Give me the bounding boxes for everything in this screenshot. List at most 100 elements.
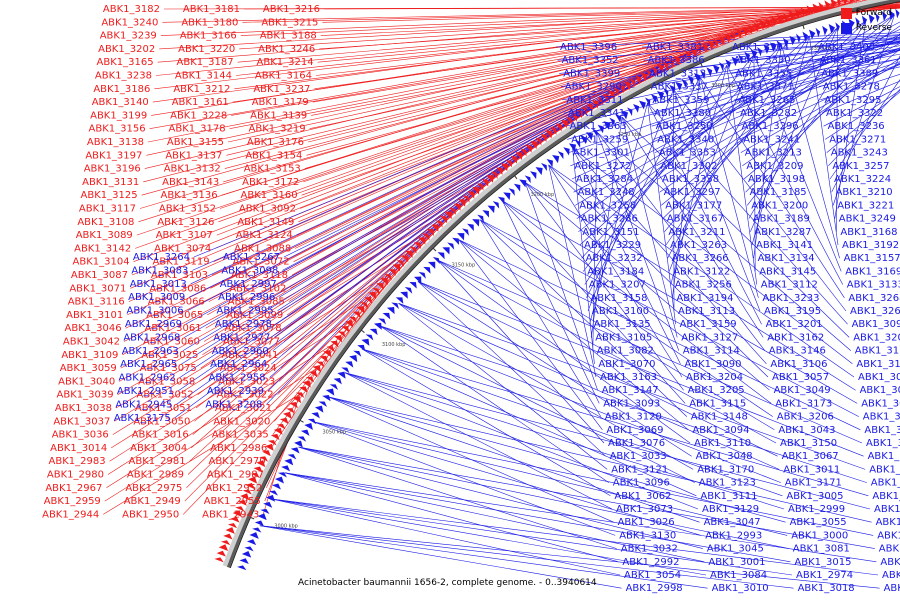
reverse-gene-arrow xyxy=(693,73,701,83)
reverse-gene-arrow xyxy=(447,242,455,250)
reverse-gene-arrow xyxy=(386,307,395,315)
gene-connector xyxy=(818,66,900,87)
gene-label: ABK1_3083 xyxy=(131,265,188,276)
axis-tick-label: 3300 kbp xyxy=(711,83,735,89)
gene-label: ABK1_2975 xyxy=(125,483,182,494)
gene-connector xyxy=(732,53,900,87)
forward-gene-arrow xyxy=(673,55,681,65)
gene-label: ABK1_3200 xyxy=(751,200,808,211)
gene-label: ABK1_3078 xyxy=(225,323,282,334)
gene-connector xyxy=(199,168,501,382)
reverse-gene-arrow xyxy=(244,546,254,552)
gene-connector xyxy=(235,4,900,76)
gene-connector xyxy=(192,250,412,435)
gene-label: ABK1_3340 xyxy=(657,134,714,145)
forward-gene-arrow xyxy=(292,396,302,404)
gene-label: ABK1_3088 xyxy=(234,243,291,254)
gene-label: ABK1_3196 xyxy=(84,164,141,175)
reverse-gene-arrow xyxy=(337,371,346,379)
gene-label: ABK1_2945 xyxy=(115,399,172,410)
reverse-gene-arrow xyxy=(357,344,366,352)
axis-tick-label: 3100 kbp xyxy=(382,342,406,348)
forward-gene-arrow xyxy=(608,90,616,100)
gene-label: ABK1_3026 xyxy=(618,517,675,528)
gene-label: ABK1_2952 xyxy=(205,483,262,494)
gene-label: ABK1_3263 xyxy=(670,240,727,251)
gene-connector xyxy=(344,372,871,510)
gene-connector xyxy=(234,3,900,90)
gene-connector xyxy=(753,54,756,272)
gene-label: ABK1_3038 xyxy=(55,403,112,414)
gene-label: ABK1_3076 xyxy=(608,438,665,449)
gene-label: ABK1_3102 xyxy=(229,283,286,294)
reverse-gene-arrow xyxy=(369,328,378,336)
gene-connector xyxy=(179,163,508,378)
gene-connector xyxy=(221,0,854,196)
forward-gene-arrow xyxy=(500,163,509,172)
gene-connector xyxy=(232,2,900,103)
reverse-gene-arrow xyxy=(888,9,895,20)
gene-label: ABK1_3215 xyxy=(261,17,318,28)
gene-label: ABK1_2983 xyxy=(49,456,106,467)
gene-label: ABK1_3016 xyxy=(132,430,189,441)
gene-label: ABK1_2970 xyxy=(209,456,266,467)
forward-gene-arrow xyxy=(225,527,235,534)
genome-caption: Acinetobacter baumannii 1656-2, complete… xyxy=(298,578,597,588)
gene-connector xyxy=(524,182,598,391)
forward-gene-arrow xyxy=(262,450,271,457)
forward-gene-arrow xyxy=(566,116,572,125)
gene-label: ABK1_3093 xyxy=(603,398,660,409)
forward-gene-arrow xyxy=(405,250,413,258)
gene-label: ABK1_3109 xyxy=(61,350,118,361)
reverse-gene-arrow xyxy=(266,494,276,502)
reverse-gene-arrow xyxy=(687,75,694,85)
gene-connector xyxy=(259,525,794,589)
reverse-gene-arrow xyxy=(300,429,310,436)
gene-connector xyxy=(202,132,550,356)
gene-label: ABK1_3189 xyxy=(753,214,810,225)
gene-connector xyxy=(525,182,856,391)
gene-label: ABK1_3380 xyxy=(654,108,711,119)
reverse-gene-arrow xyxy=(400,291,408,299)
forward-gene-arrow xyxy=(418,237,426,245)
gene-label: ABK1_3256 xyxy=(675,280,732,291)
gene-label: ABK1_3110 xyxy=(694,438,751,449)
gene-arrows xyxy=(214,0,900,571)
gene-connector xyxy=(298,446,789,549)
gene-connector xyxy=(104,368,317,502)
gene-label: ABK1_3037 xyxy=(53,416,110,427)
gene-label: ABK1_3272 xyxy=(574,161,631,172)
gene-label: ABK1_3228 xyxy=(170,110,227,121)
reverse-gene-arrow xyxy=(795,33,801,44)
reverse-gene-arrow xyxy=(568,143,577,152)
gene-label: ABK1_3122 xyxy=(673,266,730,277)
gene-label: ABK1_3020 xyxy=(213,416,270,427)
reverse-gene-arrow xyxy=(744,51,751,62)
forward-gene-arrow xyxy=(364,297,373,304)
forward-gene-arrow xyxy=(753,22,760,33)
reverse-gene-arrow xyxy=(535,167,543,176)
reverse-gene-arrow xyxy=(378,318,387,325)
gene-connector xyxy=(298,446,703,549)
forward-gene-arrow xyxy=(496,167,503,176)
gene-connector xyxy=(809,35,839,246)
gene-label: ABK1_3161 xyxy=(172,97,229,108)
forward-gene-arrow xyxy=(759,20,767,30)
axis-tick-mark xyxy=(360,329,365,333)
gene-label: ABK1_3211 xyxy=(668,227,725,238)
gene-labels: ABK1_3182 ABK1_3181 ABK1_3216 ABK1_3240 ABK1… xyxy=(42,4,900,594)
reverse-gene-arrow xyxy=(513,183,521,192)
gene-label: ABK1_3135 xyxy=(594,319,651,330)
gene-label: ABK1_3201 xyxy=(766,319,823,330)
gene-connector xyxy=(313,421,874,536)
gene-label: ABK1_3186 xyxy=(93,84,150,95)
gene-label: ABK1_3151 xyxy=(582,227,639,238)
reverse-gene-arrow xyxy=(472,219,480,227)
gene-label: ABK1_3205 xyxy=(688,385,745,396)
gene-label: ABK1_3266 xyxy=(672,253,729,264)
gene-connector xyxy=(271,498,707,576)
gene-label: ABK1_3282 xyxy=(740,108,797,119)
forward-gene-arrow xyxy=(662,61,669,71)
gene-label: ABK1_3101 xyxy=(66,310,123,321)
